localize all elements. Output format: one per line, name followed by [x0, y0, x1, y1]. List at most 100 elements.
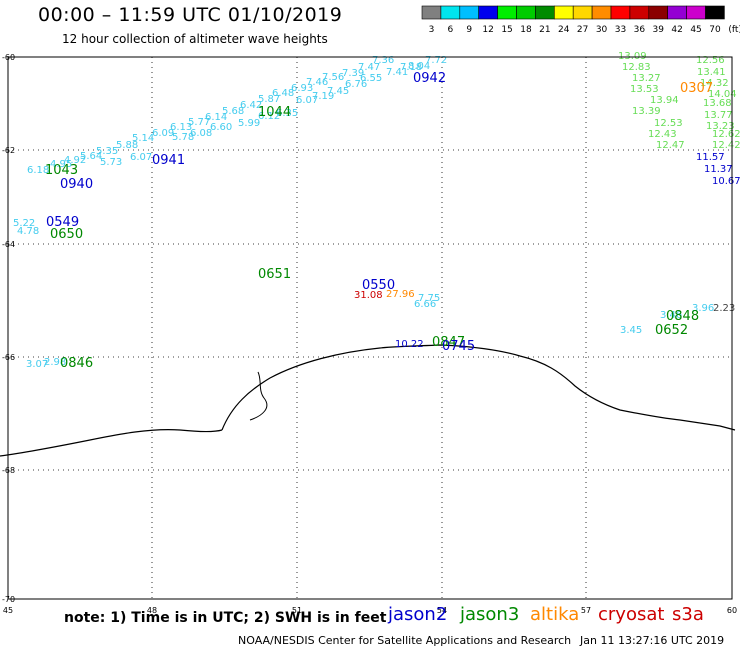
wave-height-label: 12.47 [656, 140, 685, 151]
wave-height-label: 31.08 [354, 290, 383, 301]
coastline [699, 422, 736, 431]
lat-label: -68 [2, 466, 15, 475]
time-label: 0549 [46, 215, 79, 230]
time-label: 0307 [680, 81, 713, 96]
legend-label: 39 [653, 25, 665, 35]
lon-label: 60 [727, 606, 737, 615]
lat-label: -66 [2, 353, 15, 362]
wave-height-label: 7.72 [425, 55, 447, 66]
page-subtitle: 12 hour collection of altimeter wave hei… [62, 32, 328, 46]
timestamp-text: Jan 11 13:27:16 UTC 2019 [580, 634, 725, 647]
wave-height-label: 6.93 [291, 83, 313, 94]
wave-height-label: 14.04 [708, 89, 737, 100]
satellite-name: jason2 [388, 604, 448, 625]
wave-height-label: 7.45 [327, 86, 349, 97]
legend-label: 21 [539, 25, 550, 35]
time-label: 1043 [45, 163, 78, 178]
legend-label: 3 [429, 25, 435, 35]
time-label: 0847 [432, 335, 465, 350]
wave-height-label: 7.56 [322, 72, 344, 83]
map-frame [7, 56, 733, 600]
time-label: 0745 [442, 339, 475, 354]
lon-label: 45 [3, 606, 13, 615]
wave-height-label: 5.87 [258, 94, 280, 105]
lon-label: 57 [581, 606, 591, 615]
wave-height-label: 6.42 [240, 100, 262, 111]
lon-label: 51 [292, 606, 302, 615]
wave-height-label: 4.78 [17, 226, 39, 237]
wave-height-label: 6.60 [210, 122, 232, 133]
wave-height-label: 13.41 [697, 67, 726, 78]
wave-height-label: 12.53 [654, 118, 683, 129]
lon-label: 54 [437, 606, 447, 615]
time-label: 0650 [50, 227, 83, 242]
time-label: 0942 [413, 71, 446, 86]
wave-height-label: 4.95 [50, 159, 72, 170]
wave-height-label: 5.73 [100, 157, 122, 168]
credit-text: NOAA/NESDIS Center for Satellite Applica… [238, 634, 572, 647]
wave-height-label: 7.41 [386, 67, 408, 78]
wave-height-label: 13.77 [704, 110, 733, 121]
wave-height-label: 6.07 [130, 152, 152, 163]
wave-height-label: 13.53 [630, 84, 659, 95]
wave-height-label: 12.62 [712, 129, 740, 140]
wave-height-label: 7.47 [358, 62, 380, 73]
satellite-name: jason3 [460, 604, 520, 625]
legend-label: 33 [615, 25, 626, 35]
legend-label: 12 [482, 25, 493, 35]
wave-height-label: 5.88 [116, 140, 138, 151]
wave-height-label: 3.07 [26, 359, 48, 370]
wave-height-label: 3.46 [660, 310, 682, 321]
satellite-name: cryosat [598, 604, 665, 625]
satellite-name: s3a [672, 604, 704, 625]
wave-height-label: 5.78 [172, 132, 194, 143]
lat-label: -62 [2, 146, 15, 155]
wave-height-label: 3.45 [620, 325, 642, 336]
wave-height-label: 13.23 [706, 121, 735, 132]
wave-height-label: 6.55 [360, 73, 382, 84]
lat-label: -64 [2, 240, 15, 249]
legend-label: 30 [596, 25, 608, 35]
wave-height-label: 4.92 [64, 155, 86, 166]
legend-units: (ft) [728, 25, 740, 35]
wave-height-label: 7.39 [342, 68, 364, 79]
wave-height-label: 13.94 [650, 95, 679, 106]
wave-height-label: 3.96 [692, 303, 714, 314]
track-labels: 7.36 7.728.04 7.477.397.567.466.936.485.87… [13, 51, 740, 371]
legend-label: 45 [690, 25, 701, 35]
lon-label: 48 [147, 606, 157, 615]
wave-height-label: 5.22 [13, 218, 35, 229]
wave-height-label: 12.83 [622, 62, 651, 73]
wave-height-label: 6.08 [190, 128, 212, 139]
wave-height-label: 5.35 [96, 146, 118, 157]
wave-height-label: 6.48 [272, 88, 294, 99]
note-text: note: 1) Time is in UTC; 2) SWH is in fe… [64, 610, 387, 626]
wave-height-label: 6.13 [170, 122, 192, 133]
time-label: 0651 [258, 267, 291, 282]
legend-label: 27 [577, 25, 588, 35]
wave-height-label: 14.32 [700, 78, 729, 89]
legend-label: 42 [671, 25, 682, 35]
wave-height-label: 7.46 [306, 77, 328, 88]
wave-height-label: 7.75 [418, 293, 440, 304]
time-label: 1044 [258, 105, 291, 120]
time-label: 0941 [152, 153, 185, 168]
wave-height-label: 7.36 [372, 55, 394, 66]
time-label: 0940 [60, 177, 93, 192]
wave-height-label: 5.64 [80, 151, 102, 162]
coastline [0, 429, 223, 457]
legend-label: 18 [520, 25, 532, 35]
legend-label: 24 [558, 25, 570, 35]
wave-height-label: 12.42 [712, 140, 740, 151]
wave-height-label: 5.68 [222, 106, 244, 117]
page-title: 00:00 – 11:59 UTC 01/10/2019 [38, 4, 343, 26]
wave-height-label: 6.14 [205, 112, 227, 123]
wave-height-label: 27.96 [386, 289, 415, 300]
wave-height-label: 6.35 [276, 108, 298, 119]
legend-label: 6 [447, 25, 453, 35]
legend-label: 36 [634, 25, 646, 35]
wave-height-label: 8.04 [408, 61, 430, 72]
wave-height-label: 12.56 [696, 55, 725, 66]
time-label: 0848 [666, 309, 699, 324]
